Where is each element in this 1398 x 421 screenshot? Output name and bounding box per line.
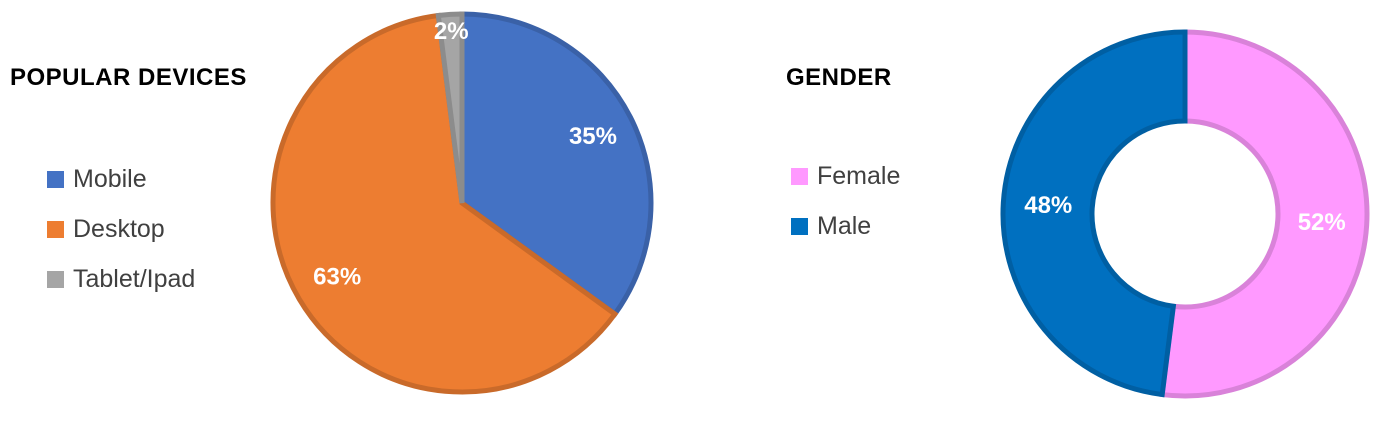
data-label-tablet-ipad: 2%	[434, 18, 469, 45]
legend-item-desktop: Desktop	[47, 215, 195, 243]
legend-swatch-mobile	[47, 171, 64, 188]
gender-chart-title: GENDER	[786, 64, 892, 91]
slice-male	[1000, 29, 1188, 398]
legend-item-female: Female	[791, 162, 901, 190]
data-label-female: 52%	[1298, 209, 1346, 236]
legend-item-mobile: Mobile	[47, 165, 195, 193]
legend-item-tablet: Tablet/Ipad	[47, 265, 196, 293]
data-label-mobile: 35%	[569, 123, 617, 150]
data-label-desktop: 63%	[313, 263, 361, 290]
slice-desktop	[270, 12, 619, 395]
legend-label-desktop: Desktop	[73, 215, 165, 243]
devices-legend: Mobile Desktop Tablet/Ipad	[47, 165, 196, 317]
legend-label-female: Female	[817, 162, 901, 190]
slice-female	[1159, 29, 1370, 399]
legend-swatch-female	[791, 168, 808, 185]
slice-tablet-ipad	[435, 11, 465, 204]
legend-item-male: Male	[791, 212, 900, 240]
data-label-male: 48%	[1024, 192, 1072, 219]
legend-swatch-desktop	[47, 221, 64, 238]
legend-label-tablet: Tablet/Ipad	[73, 265, 196, 293]
legend-swatch-tablet	[47, 271, 64, 288]
legend-label-mobile: Mobile	[73, 165, 147, 193]
slice-mobile	[459, 11, 654, 318]
legend-swatch-male	[791, 218, 808, 235]
devices-chart-title: POPULAR DEVICES	[10, 64, 247, 91]
gender-legend: Female Male	[791, 162, 901, 264]
legend-label-male: Male	[817, 212, 872, 240]
